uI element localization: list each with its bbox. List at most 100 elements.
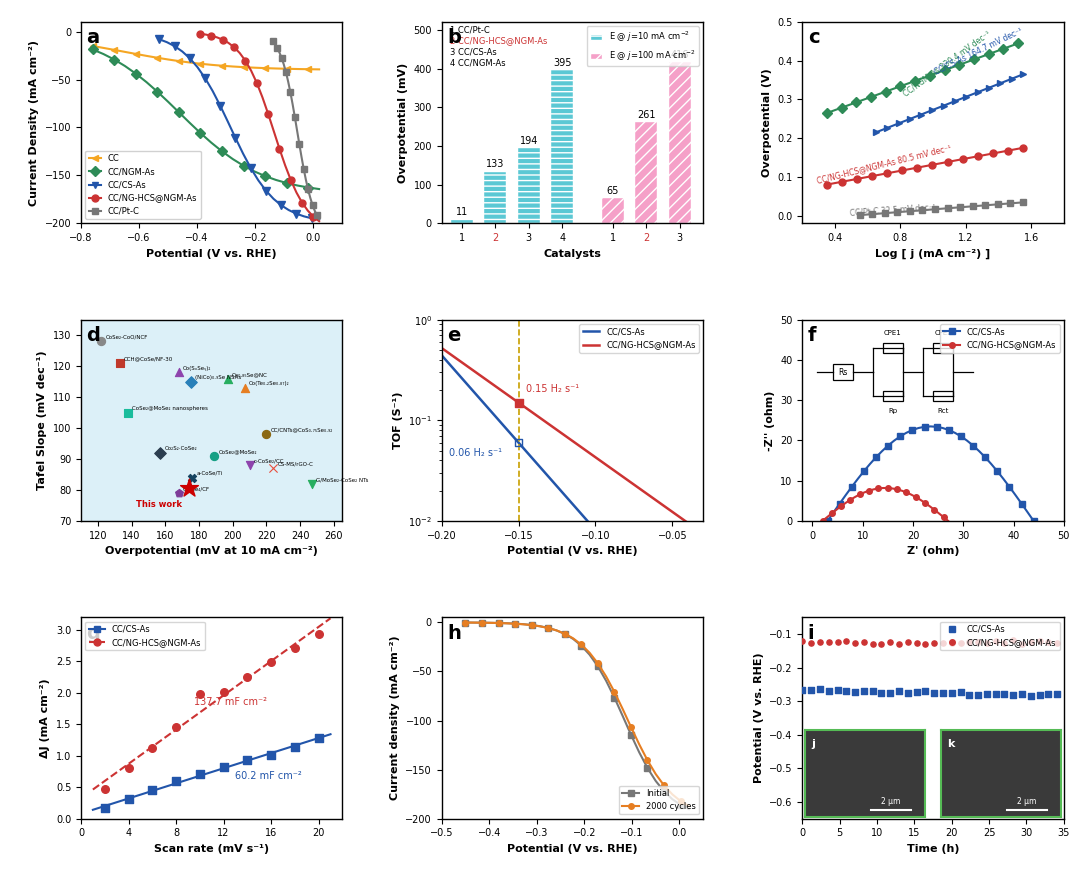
Text: 416: 416 bbox=[671, 50, 689, 60]
Text: CCH@CoSe/NF-30: CCH@CoSe/NF-30 bbox=[124, 357, 173, 361]
CC/CS-As bbox=[990, 466, 1003, 476]
Point bbox=[987, 634, 1004, 648]
Point bbox=[239, 752, 256, 766]
Text: 194: 194 bbox=[519, 136, 538, 146]
Point bbox=[926, 636, 943, 650]
2000 cycles bbox=[624, 721, 637, 732]
CC/NG-HCS@NGM-As bbox=[863, 485, 876, 496]
Text: Co₃Se₄/CF: Co₃Se₄/CF bbox=[183, 487, 211, 491]
CC/NG-HCS@NGM-As bbox=[881, 482, 894, 493]
Point bbox=[890, 637, 907, 651]
Y-axis label: Current Density (mA cm⁻²): Current Density (mA cm⁻²) bbox=[29, 40, 39, 205]
CC/CS-As bbox=[827, 507, 840, 518]
2000 cycles bbox=[475, 618, 488, 628]
Point bbox=[951, 635, 969, 650]
Initial bbox=[558, 628, 571, 639]
Point bbox=[978, 635, 996, 650]
Line: CC/CS-As: CC/CS-As bbox=[825, 424, 1037, 524]
Y-axis label: Overpotential (mV): Overpotential (mV) bbox=[397, 63, 408, 183]
2000 cycles bbox=[583, 648, 596, 658]
Initial bbox=[649, 775, 662, 786]
Point bbox=[171, 366, 188, 380]
X-axis label: Scan rate (mV s⁻¹): Scan rate (mV s⁻¹) bbox=[154, 844, 269, 854]
Point bbox=[1013, 688, 1030, 702]
Line: CC/NG-HCS@NGM-As: CC/NG-HCS@NGM-As bbox=[820, 485, 951, 524]
Point bbox=[167, 720, 185, 735]
Bar bbox=[602, 198, 623, 223]
CC/NG-HCS@NGM-As bbox=[937, 512, 950, 522]
2000 cycles bbox=[558, 628, 571, 639]
CC/CS-As bbox=[504, 429, 517, 440]
X-axis label: Potential (V vs. RHE): Potential (V vs. RHE) bbox=[147, 249, 276, 258]
Text: 395: 395 bbox=[553, 58, 571, 68]
CC/CS-As bbox=[484, 405, 497, 416]
Point bbox=[310, 731, 327, 745]
Text: CC/NGM-As 330.4 mV dec⁻¹: CC/NGM-As 330.4 mV dec⁻¹ bbox=[902, 29, 993, 98]
Legend: Initial, 2000 cycles: Initial, 2000 cycles bbox=[619, 786, 699, 814]
Point bbox=[120, 405, 137, 419]
Text: 4 CC/NGM-As: 4 CC/NGM-As bbox=[449, 58, 505, 67]
Point bbox=[802, 636, 820, 650]
Initial bbox=[583, 650, 596, 660]
2000 cycles bbox=[500, 618, 513, 628]
Initial bbox=[599, 675, 612, 686]
Text: 137.7 mF cm⁻²: 137.7 mF cm⁻² bbox=[194, 697, 267, 707]
CC/CS-As bbox=[955, 431, 968, 442]
Legend: CC/CS-As, CC/NG-HCS@NGM-As: CC/CS-As, CC/NG-HCS@NGM-As bbox=[940, 324, 1059, 353]
Text: 65: 65 bbox=[607, 186, 619, 196]
CC/CS-As bbox=[912, 423, 924, 434]
Point bbox=[890, 684, 907, 698]
2000 cycles bbox=[534, 621, 546, 632]
CC/NG-HCS@NGM-As bbox=[914, 495, 927, 505]
2000 cycles bbox=[683, 801, 696, 812]
CC/CS-As bbox=[930, 421, 943, 432]
Initial bbox=[617, 711, 630, 721]
Point bbox=[96, 782, 113, 796]
Point bbox=[794, 683, 811, 697]
CC/CS-As bbox=[1003, 481, 1016, 492]
Point bbox=[144, 741, 161, 755]
CC/NG-HCS@NGM-As bbox=[674, 512, 687, 523]
Text: Rs: Rs bbox=[838, 367, 848, 377]
Point bbox=[286, 740, 303, 754]
CC/CS-As bbox=[985, 458, 998, 469]
Point bbox=[881, 686, 899, 700]
X-axis label: Z' (ohm): Z' (ohm) bbox=[907, 546, 959, 556]
CC/NG-HCS@NGM-As bbox=[918, 497, 931, 508]
CC/CS-As bbox=[997, 473, 1010, 484]
CC/NG-HCS@NGM-As bbox=[895, 485, 908, 496]
Initial bbox=[534, 621, 546, 632]
Initial bbox=[567, 634, 580, 644]
2000 cycles bbox=[599, 671, 612, 681]
Initial bbox=[592, 661, 605, 672]
Text: b: b bbox=[447, 28, 461, 47]
Text: Co₂S₂·CoSe₂: Co₂S₂·CoSe₂ bbox=[164, 446, 198, 451]
Y-axis label: Current density (mA cm⁻²): Current density (mA cm⁻²) bbox=[390, 635, 400, 800]
Text: c-CoSe₂/CC: c-CoSe₂/CC bbox=[254, 458, 284, 464]
Initial bbox=[658, 786, 671, 796]
Point bbox=[303, 477, 321, 491]
Bar bbox=[933, 391, 954, 401]
Point bbox=[510, 396, 527, 410]
2000 cycles bbox=[525, 620, 538, 630]
Point bbox=[873, 637, 890, 651]
CC/NG-HCS@NGM-As bbox=[928, 504, 941, 515]
CC/NG-HCS@NGM-As bbox=[872, 483, 885, 494]
2000 cycles bbox=[484, 618, 497, 628]
Point bbox=[310, 627, 327, 641]
Point bbox=[181, 374, 199, 389]
2000 cycles bbox=[674, 796, 687, 806]
Text: e: e bbox=[447, 326, 460, 345]
CC/NG-HCS@NGM-As bbox=[484, 377, 497, 388]
Legend: E @ $j$=10 mA cm$^{-2}$, E @ $j$=100 mA cm$^{-2}$: E @ $j$=10 mA cm$^{-2}$, E @ $j$=100 mA … bbox=[586, 27, 699, 65]
CC/NG-HCS@NGM-As bbox=[877, 482, 890, 493]
CC/NG-HCS@NGM-As bbox=[821, 512, 834, 522]
Text: CoSe₂@MoSe₂: CoSe₂@MoSe₂ bbox=[218, 450, 257, 454]
Initial bbox=[642, 763, 654, 773]
Text: CC/Pt-C 32.5 mV dec⁻¹: CC/Pt-C 32.5 mV dec⁻¹ bbox=[850, 203, 936, 217]
Initial bbox=[525, 620, 538, 630]
2000 cycles bbox=[459, 617, 472, 627]
CC/NG-HCS@NGM-As bbox=[909, 492, 922, 503]
Text: Rp: Rp bbox=[889, 408, 897, 414]
2000 cycles bbox=[658, 780, 671, 790]
